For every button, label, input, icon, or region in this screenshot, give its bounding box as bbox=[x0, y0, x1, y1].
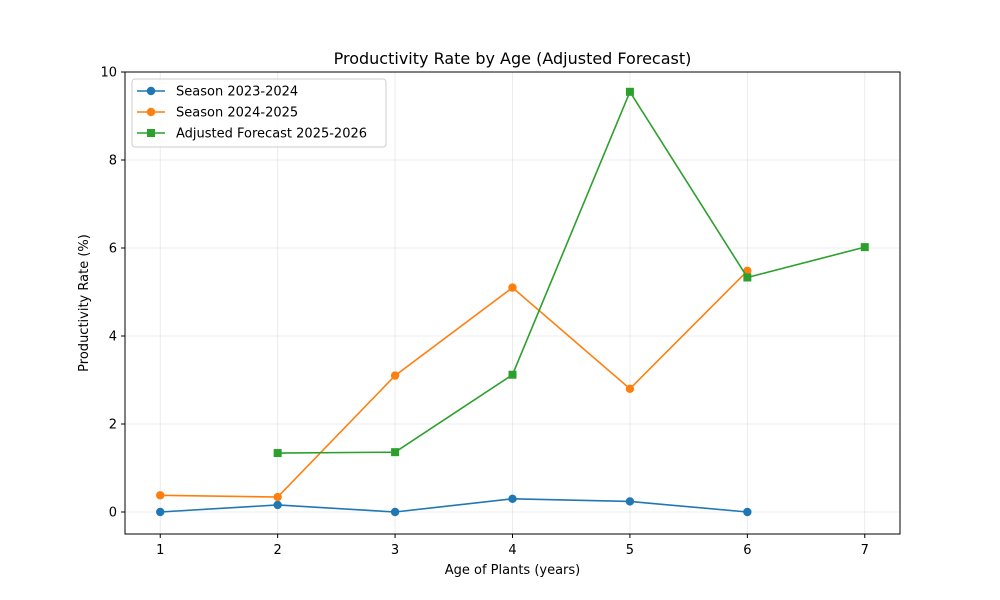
data-point bbox=[508, 370, 517, 379]
data-point bbox=[743, 273, 752, 282]
x-tick-label: 1 bbox=[156, 543, 164, 558]
data-point bbox=[273, 500, 282, 510]
y-axis-ticks: 0 2 4 6 8 10 bbox=[100, 66, 125, 521]
x-tick-label: 2 bbox=[274, 543, 282, 558]
data-point bbox=[508, 494, 517, 503]
data-point bbox=[273, 449, 282, 458]
series-2 bbox=[156, 266, 752, 502]
data-point bbox=[390, 507, 400, 517]
x-tick-label: 6 bbox=[743, 543, 751, 558]
data-point bbox=[625, 384, 635, 393]
data-point bbox=[743, 507, 752, 517]
y-axis-label: Productivity Rate (%) bbox=[77, 234, 92, 372]
x-tick-label: 5 bbox=[626, 543, 634, 558]
x-tick-label: 4 bbox=[508, 543, 516, 558]
data-point bbox=[860, 243, 869, 252]
legend-label: Season 2024-2025 bbox=[176, 106, 298, 121]
chart-title: Productivity Rate by Age (Adjusted Forec… bbox=[334, 49, 692, 68]
data-point bbox=[625, 87, 634, 96]
x-tick-label: 3 bbox=[391, 543, 399, 558]
data-point bbox=[156, 507, 165, 517]
grid bbox=[125, 71, 900, 534]
series-layer bbox=[156, 87, 869, 517]
y-tick-label: 8 bbox=[109, 154, 117, 169]
legend-entry: Season 2023-2024 bbox=[137, 85, 298, 100]
y-tick-label: 2 bbox=[109, 418, 117, 433]
data-point bbox=[625, 497, 635, 506]
data-point bbox=[391, 448, 400, 457]
x-axis-label: Age of Plants (years) bbox=[445, 563, 581, 578]
legend-box bbox=[131, 78, 387, 148]
y-tick-label: 6 bbox=[109, 242, 117, 257]
data-point bbox=[390, 371, 400, 380]
series-1 bbox=[156, 494, 752, 517]
legend-marker bbox=[146, 86, 156, 96]
legend-entry: Adjusted Forecast 2025-2026 bbox=[137, 127, 367, 142]
data-point bbox=[273, 492, 282, 502]
y-tick-label: 10 bbox=[100, 66, 117, 81]
y-tick-label: 0 bbox=[109, 506, 117, 521]
legend: Season 2023-2024 Season 2024-2025 Adjusted… bbox=[131, 78, 387, 148]
legend-marker bbox=[147, 129, 155, 137]
data-point bbox=[508, 283, 517, 292]
x-axis-ticks: 1 2 3 4 5 6 7 bbox=[156, 534, 869, 558]
y-tick-label: 4 bbox=[109, 330, 117, 345]
x-tick-label: 7 bbox=[861, 543, 869, 558]
legend-label: Adjusted Forecast 2025-2026 bbox=[176, 127, 367, 142]
series-line bbox=[160, 270, 748, 498]
legend-entry: Season 2024-2025 bbox=[137, 106, 298, 121]
legend-marker bbox=[146, 107, 156, 117]
series-3 bbox=[273, 87, 869, 458]
series-line bbox=[160, 497, 748, 513]
series-line bbox=[277, 90, 865, 454]
data-point bbox=[156, 491, 165, 500]
legend-label: Season 2023-2024 bbox=[176, 85, 298, 100]
